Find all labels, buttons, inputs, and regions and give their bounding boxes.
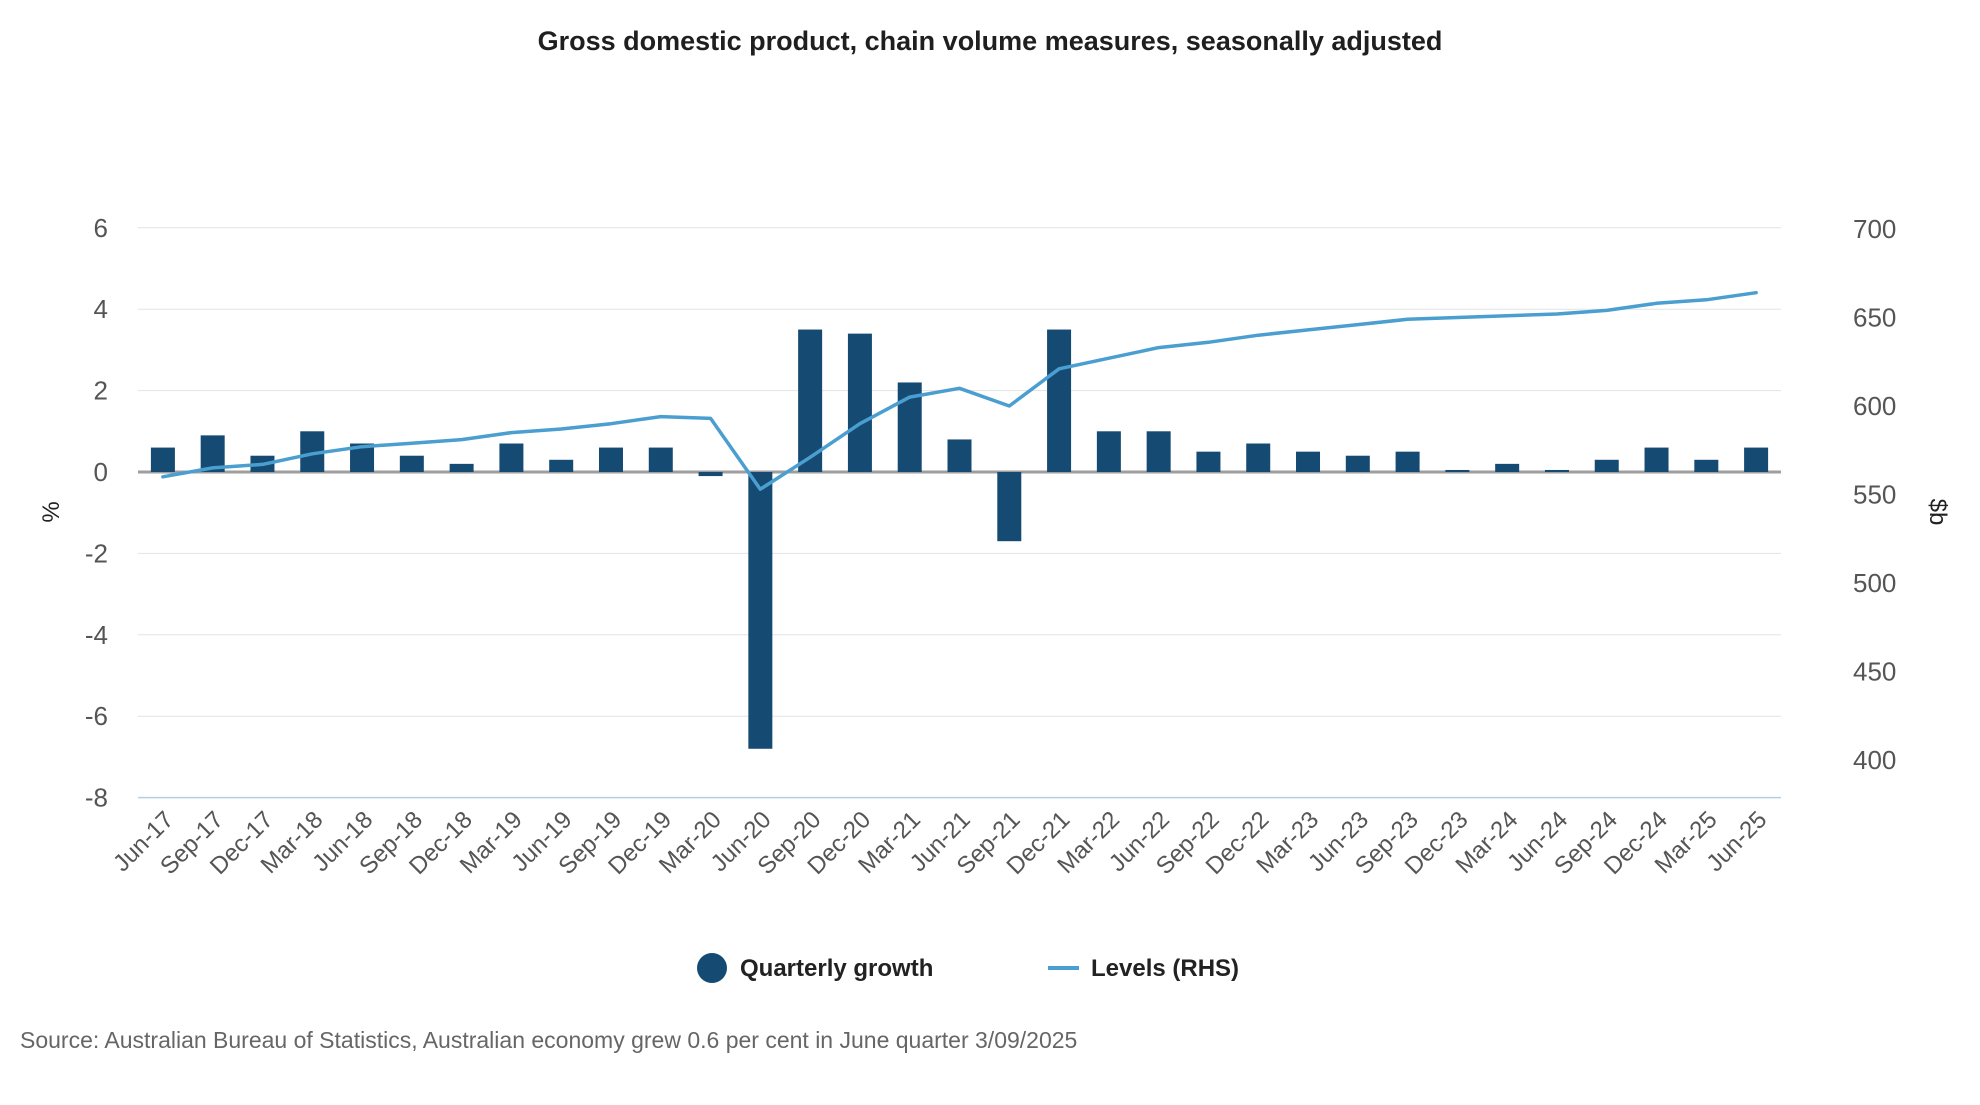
gridlines	[138, 227, 1781, 799]
bar-Jun-19	[549, 459, 574, 472]
bar-Sep-21	[997, 472, 1022, 542]
bar-Mar-23	[1296, 451, 1321, 472]
x-axis: Jun-17Sep-17Dec-17Mar-18Jun-18Sep-18Dec-…	[108, 806, 1772, 880]
bar-Jun-20	[748, 472, 773, 749]
y-right-tick-label: 500	[1853, 568, 1896, 598]
bar-Jun-21	[947, 439, 972, 472]
bar-Dec-21	[1047, 329, 1072, 472]
legend-label-levels: Levels (RHS)	[1091, 955, 1239, 982]
y-left-tick-label: 0	[94, 457, 108, 487]
bar-Dec-23	[1445, 469, 1470, 472]
bar-Sep-24	[1594, 459, 1619, 472]
y-right-tick-label: 650	[1853, 303, 1896, 333]
y-left-tick-label: -6	[85, 701, 108, 731]
bar-Mar-20	[698, 472, 723, 477]
bar-Mar-22	[1096, 431, 1121, 472]
bar-Mar-25	[1694, 459, 1719, 472]
bar-Sep-19	[598, 447, 623, 472]
y-left-tick-label: 2	[94, 376, 108, 406]
bar-Jun-22	[1146, 431, 1171, 472]
legend-label-quarterly-growth: Quarterly growth	[740, 955, 933, 982]
bar-Sep-18	[399, 455, 424, 472]
legend-marker-quarterly-growth	[697, 953, 727, 983]
y-right-tick-label: 550	[1853, 480, 1896, 510]
source-note: Source: Australian Bureau of Statistics,…	[20, 1027, 1077, 1053]
left-y-axis: 6 4 2 0 -2 -4 -6 -8	[85, 213, 108, 813]
bar-Dec-19	[648, 447, 673, 472]
bar-Sep-23	[1395, 451, 1420, 472]
y-right-tick-label: 600	[1853, 391, 1896, 421]
bar-Jun-24	[1544, 469, 1569, 472]
y-axis-left-title: %	[38, 501, 65, 522]
right-y-axis: 700 650 600 550 500 450 400	[1853, 214, 1896, 775]
levels-line-layer	[161, 290, 1758, 491]
y-right-tick-label: 700	[1853, 214, 1896, 244]
bar-Sep-22	[1196, 451, 1221, 472]
y-right-tick-label: 450	[1853, 657, 1896, 687]
bar-Dec-18	[449, 463, 474, 472]
quarterly-growth-bars	[150, 329, 1769, 749]
y-right-tick-label: 400	[1853, 745, 1896, 775]
y-left-tick-label: -2	[85, 538, 108, 568]
y-left-tick-label: -4	[85, 620, 108, 650]
y-left-tick-label: -8	[85, 783, 108, 813]
bar-Dec-24	[1644, 447, 1669, 472]
bar-Mar-24	[1495, 463, 1520, 472]
bar-Jun-25	[1744, 447, 1769, 472]
bar-Jun-17	[150, 447, 175, 472]
y-left-tick-label: 6	[94, 213, 108, 243]
bar-Jun-23	[1345, 455, 1370, 472]
bar-Sep-20	[798, 329, 823, 472]
y-left-tick-label: 4	[94, 294, 108, 324]
y-axis-right-title: $b	[1924, 499, 1951, 526]
legend: Quarterly growth Levels (RHS)	[697, 953, 1239, 983]
levels-line	[161, 290, 1758, 491]
bar-Mar-19	[499, 443, 524, 472]
bar-Dec-22	[1246, 443, 1271, 472]
chart-title: Gross domestic product, chain volume mea…	[538, 26, 1443, 56]
bar-Dec-20	[847, 333, 872, 472]
